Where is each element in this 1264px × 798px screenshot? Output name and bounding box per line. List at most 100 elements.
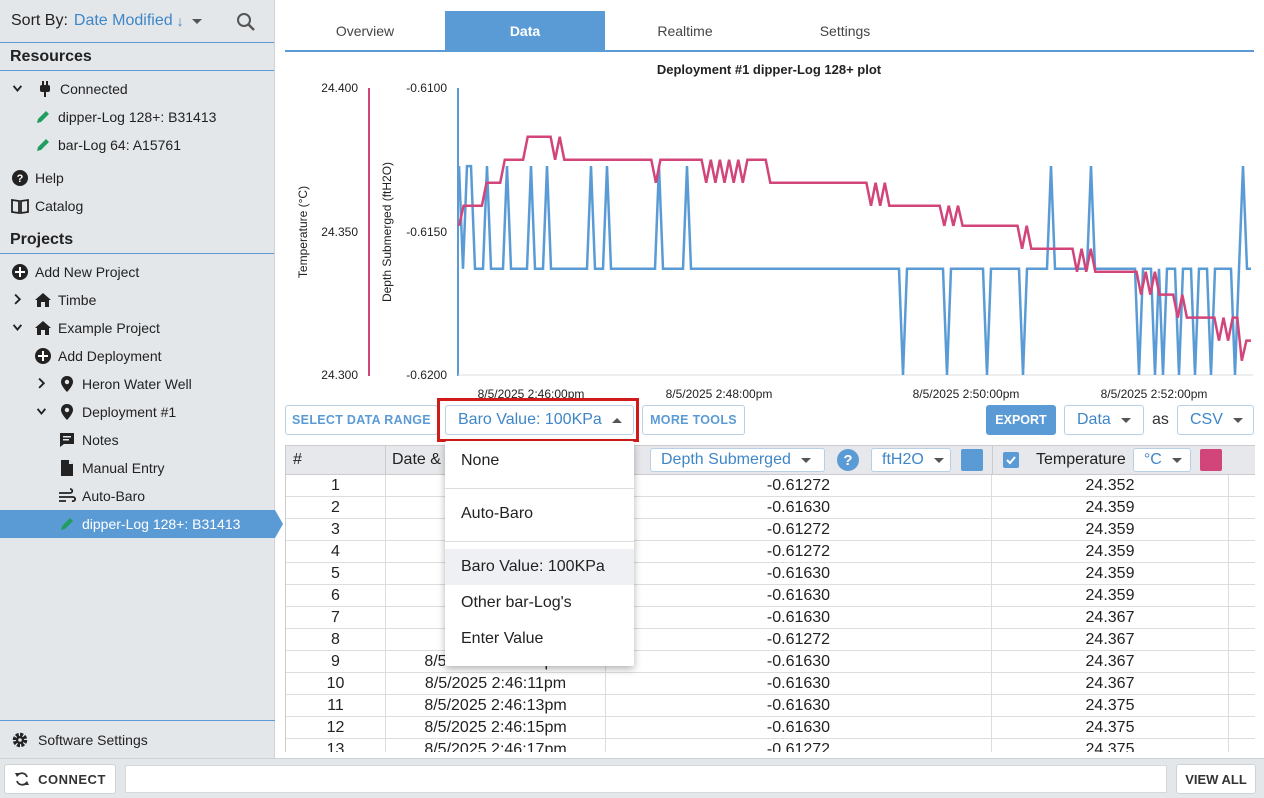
cell-datetime: 8/5/2025 2:46:17pm [386,739,606,752]
cell-num: 13 [286,739,386,752]
sidebar-item-label: dipper-Log 128+: B31413 [58,109,217,125]
cell-temperature: 24.359 [992,519,1229,541]
table-row[interactable]: 10 8/5/2025 2:46:11pm -0.61630 24.367 [286,673,1255,695]
dropdown-divider [445,541,634,542]
chart-svg[interactable]: Deployment #1 dipper-Log 128+ plot 24.40… [285,56,1260,402]
chevron-right-icon[interactable] [36,375,50,393]
sidebar-item-deployment-1[interactable]: Deployment #1 [0,398,274,426]
help-icon[interactable]: ? [837,449,859,471]
chevron-down-icon[interactable] [12,80,26,98]
dropdown-option-enter-value[interactable]: Enter Value [461,630,544,647]
depth-color-swatch[interactable] [961,449,983,471]
header-num: # [286,446,386,474]
dropdown-option-none[interactable]: None [461,452,500,469]
series-line-depth [457,164,1251,376]
tab-settings[interactable]: Settings [819,22,871,39]
view-all-button[interactable]: VIEW ALL [1176,764,1256,794]
sort-bar[interactable]: Sort By: Date Modified ↓ [0,0,274,43]
cell-num: 3 [286,519,386,541]
y-right-axis-label: Depth Submerged (ftH2O) [380,162,394,302]
software-settings-button[interactable]: Software Settings [0,720,275,758]
sidebar-item-catalog[interactable]: Catalog [0,192,274,220]
cell-temperature: 24.352 [992,475,1229,497]
sidebar-item-add-deployment[interactable]: Add Deployment [0,342,274,370]
dropdown-option-baro-value[interactable]: Baro Value: 100KPa [445,549,634,585]
sidebar-item-label: Add New Project [35,264,140,280]
depth-unit-select[interactable]: ftH2O [871,448,951,472]
tab-realtime[interactable]: Realtime [657,22,713,39]
sidebar-item-help[interactable]: ? Help [0,164,274,192]
export-button[interactable]: EXPORT [986,405,1056,435]
sidebar-item-timbe[interactable]: Timbe [0,286,274,314]
dropdown-divider [445,488,634,489]
data-table[interactable]: # Date & T Depth Submerged ? ftH2O Tempe… [285,445,1255,752]
y-left-axis-label: Temperature (°C) [296,186,310,278]
chevron-down-icon[interactable] [191,18,202,24]
baro-dropdown-menu: None Auto-Baro Baro Value: 100KPa Other … [445,441,634,666]
sort-value[interactable]: Date Modified [73,12,173,29]
select-data-range-button[interactable]: SELECT DATA RANGE [285,405,438,435]
software-settings-label: Software Settings [38,731,148,748]
y-right-tick: -0.6150 [406,225,447,239]
cell-num: 12 [286,717,386,739]
cell-temperature: 24.367 [992,629,1229,651]
check-icon [1006,456,1016,465]
baro-value-select[interactable]: Baro Value: 100KPa [445,405,634,435]
sidebar-item-dipper-log-selected[interactable]: dipper-Log 128+: B31413 [0,510,283,538]
sidebar-item-add-new-project[interactable]: Add New Project [0,258,274,286]
more-tools-button[interactable]: MORE TOOLS [642,405,745,435]
depth-column-select[interactable]: Depth Submerged [650,448,825,472]
sidebar-item-label: Timbe [58,292,97,308]
chevron-down-icon[interactable] [12,319,26,337]
sidebar-item-bar-log[interactable]: bar-Log 64: A15761 [0,131,274,159]
sidebar-item-connected[interactable]: Connected [0,75,274,103]
table-row[interactable]: 13 8/5/2025 2:46:17pm -0.61272 24.375 [286,739,1255,752]
sidebar-item-manual-entry[interactable]: Manual Entry [0,454,274,482]
sidebar-item-example-project[interactable]: Example Project [0,314,274,342]
add-circle-icon [12,264,28,280]
help-icon: ? [12,170,28,186]
tab-data[interactable]: Data [445,11,605,50]
search-icon[interactable] [236,12,256,32]
sidebar-item-auto-baro[interactable]: Auto-Baro [0,482,274,510]
sidebar-item-notes[interactable]: Notes [0,426,274,454]
series-line-temperature [457,135,1251,361]
temp-unit-select[interactable]: °C [1132,448,1191,472]
temp-color-swatch[interactable] [1199,449,1222,471]
temperature-checkbox[interactable] [1003,452,1019,468]
chevron-down-icon [800,457,811,463]
chevron-down-icon[interactable] [36,403,50,421]
chart[interactable]: Deployment #1 dipper-Log 128+ plot 24.40… [285,56,1260,402]
cell-depth: -0.61272 [606,629,992,651]
y-right-tick: -0.6100 [406,81,447,95]
sidebar-item-label: Help [35,170,64,186]
sidebar-item-heron-water-well[interactable]: Heron Water Well [0,370,274,398]
footer-bar: CONNECT VIEW ALL [0,758,1264,798]
dropdown-option-other-bar-logs[interactable]: Other bar-Log's [461,594,572,611]
cell-num: 8 [286,629,386,651]
dropdown-option-auto-baro[interactable]: Auto-Baro [461,505,534,522]
cell-num: 1 [286,475,386,497]
temp-unit-label: °C [1143,451,1162,468]
cell-temperature: 24.375 [992,717,1229,739]
format-select[interactable]: CSV [1177,405,1254,435]
table-row[interactable]: 11 8/5/2025 2:46:13pm -0.61630 24.375 [286,695,1255,717]
chevron-right-icon[interactable] [12,291,26,309]
sort-direction-icon[interactable]: ↓ [176,13,184,29]
export-type-select[interactable]: Data [1064,405,1144,435]
tab-overview[interactable]: Overview [335,22,395,39]
table-row[interactable]: 12 8/5/2025 2:46:15pm -0.61630 24.375 [286,717,1255,739]
sidebar-item-label: Catalog [35,198,84,214]
connect-button[interactable]: CONNECT [4,764,116,794]
sidebar-item-dipper-log[interactable]: dipper-Log 128+: B31413 [0,103,274,131]
pencil-icon [61,518,73,530]
